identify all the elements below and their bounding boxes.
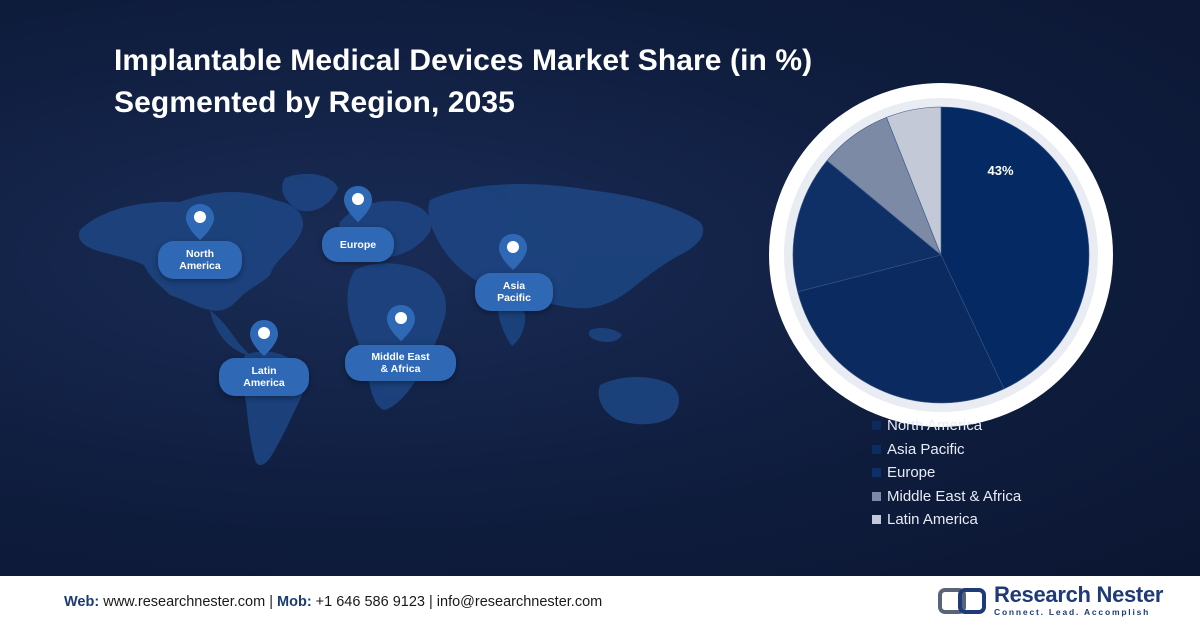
legend-item: North America bbox=[872, 414, 1021, 438]
pie-slice-europe bbox=[792, 160, 942, 293]
legend-swatch bbox=[872, 468, 881, 478]
research-nester-logo-icon bbox=[938, 587, 986, 614]
brand-logo: Research Nester Connect. Lead. Accomplis… bbox=[938, 584, 1163, 617]
title-line-1: Implantable Medical Devices Market Share… bbox=[114, 44, 813, 77]
legend-item: Latin America bbox=[872, 508, 1021, 532]
pie-slice-north-america bbox=[940, 106, 1090, 390]
chart-legend: North America Asia Pacific Europe Middle Ea… bbox=[872, 414, 1021, 532]
pie-chart: 43% bbox=[769, 83, 1113, 427]
map-central-america bbox=[210, 310, 250, 356]
chart-title: Implantable Medical Devices Market Share… bbox=[114, 40, 812, 124]
pin-asia-pacific-icon bbox=[499, 234, 527, 270]
legend-label: Middle East & Africa bbox=[887, 487, 1022, 505]
legend-swatch bbox=[872, 421, 881, 431]
pin-north-america-icon bbox=[186, 204, 214, 240]
contact-info: Web: www.researchnester.com | Mob: +1 64… bbox=[64, 594, 602, 610]
region-label-north-america: North America bbox=[158, 241, 242, 279]
region-label-middle-east-africa: Middle East & Africa bbox=[345, 345, 456, 381]
separator: | bbox=[265, 594, 278, 610]
pin-europe-icon bbox=[344, 186, 372, 222]
map-greenland bbox=[282, 173, 338, 212]
email-link[interactable]: info@researchnester.com bbox=[436, 594, 603, 610]
brand-name: Research Nester bbox=[994, 582, 1164, 607]
pie-slice-asia-pacific bbox=[797, 254, 1005, 404]
map-indonesia bbox=[588, 327, 622, 343]
legend-item: Middle East & Africa bbox=[872, 485, 1021, 509]
legend-label: Asia Pacific bbox=[887, 440, 965, 458]
legend-label: Europe bbox=[887, 464, 936, 482]
legend-swatch bbox=[872, 515, 881, 525]
pie-slice-latin-america bbox=[886, 106, 942, 256]
brand-tagline: Connect. Lead. Accomplish bbox=[994, 607, 1151, 617]
legend-swatch bbox=[872, 491, 881, 501]
pie-data-label: 43% bbox=[988, 163, 1014, 178]
legend-label: North America bbox=[887, 417, 983, 435]
mobile-number: +1 646 586 9123 bbox=[311, 594, 425, 610]
web-label: Web: bbox=[64, 594, 100, 610]
map-asia bbox=[428, 184, 704, 309]
web-link[interactable]: www.researchnester.com bbox=[99, 594, 266, 610]
infographic-panel: Implantable Medical Devices Market Share… bbox=[0, 0, 1200, 576]
legend-item: Asia Pacific bbox=[872, 438, 1021, 462]
region-label-latin-america: Latin America bbox=[219, 358, 309, 396]
separator: | bbox=[424, 594, 437, 610]
legend-label: Latin America bbox=[887, 511, 978, 529]
legend-swatch bbox=[872, 444, 881, 454]
region-label-asia-pacific: Asia Pacific bbox=[475, 273, 553, 311]
pin-latin-america-icon bbox=[250, 320, 278, 356]
footer: Web: www.researchnester.com | Mob: +1 64… bbox=[0, 576, 1200, 628]
title-line-2: Segmented by Region, 2035 bbox=[114, 86, 515, 119]
mobile-label: Mob: bbox=[277, 594, 312, 610]
map-australia bbox=[598, 376, 679, 425]
region-label-europe: Europe bbox=[322, 227, 394, 262]
legend-item: Europe bbox=[872, 461, 1021, 485]
pin-middle-east-africa-icon bbox=[387, 305, 415, 341]
